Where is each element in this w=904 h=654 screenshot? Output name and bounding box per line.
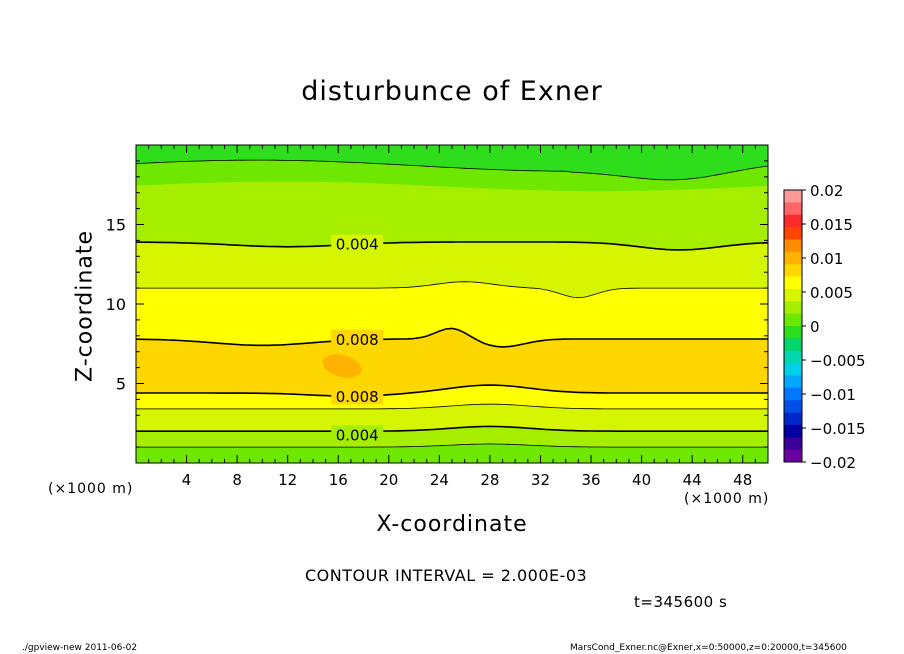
x-tick-label: 40 [632,471,651,489]
colorbar-swatch [784,424,802,438]
contour-label-bg [331,387,384,405]
colorbar-tick-label: −0.01 [810,386,856,404]
colorbar-swatch [784,214,802,228]
contour-line [136,327,768,348]
colorbar-swatch [784,400,802,414]
contour-interval-text: CONTOUR INTERVAL = 2.000E-03 [305,566,588,585]
contour-label: 0.004 [336,426,379,444]
contour-label: 0.008 [336,388,379,406]
colorbar-swatch [784,227,802,240]
x-tick-label: 44 [683,471,702,489]
contour-line [136,403,768,410]
colorbar-swatch [784,449,802,463]
colorbar-tick-label: 0 [810,318,820,336]
colorbar-swatch [784,437,802,451]
colorbar-swatch [784,251,802,265]
colorbar-swatch [784,301,802,315]
contour-label-bg [331,425,384,443]
y-tick-label: 15 [106,216,126,235]
colorbar-swatch [784,350,802,364]
contour-label: 0.008 [336,331,379,349]
x-tick-label: 32 [531,471,550,489]
colorbar-swatch [784,375,802,389]
x-tick-label: 48 [733,471,752,489]
footer-right-text: MarsCond_Exner.nc@Exner,x=0:50000,z=0:20… [570,643,847,653]
colorbar-swatch [784,313,802,327]
chart-title: disturbunce of Exner [301,76,603,107]
contour-label-bg [331,234,384,252]
colorbar-swatch [784,264,802,278]
y-tick-label: 10 [106,295,126,314]
colorbar-tick-label: 0.02 [810,182,843,200]
contour-line [136,425,768,432]
colorbar-swatch [784,239,802,253]
y-tick-label: 5 [116,375,126,394]
time-label: t=345600 s [634,593,728,611]
colorbar-swatch [784,190,802,203]
colorbar-swatch [784,387,802,401]
contour-label: 0.004 [336,236,379,254]
colorbar-tick-label: 0.01 [810,250,843,268]
x-tick-label: 16 [329,471,348,489]
colorbar-tick-label: −0.005 [810,352,866,370]
x-tick-label: 4 [182,471,192,489]
x-tick-label: 8 [232,471,242,489]
x-tick-label: 24 [430,471,449,489]
contour-band-9 [136,443,768,463]
contour-line [136,281,768,299]
colorbar: 0.02 0.015 0.01 0.005 0 −0.005 −0.01 −0.015 −0.0… [783,182,866,472]
colorbar-swatch [784,202,802,216]
contour-line [136,384,768,397]
colorbar-tick-label: −0.015 [810,420,866,438]
colorbar-swatch [784,338,802,352]
contour-maximum-blob [322,354,362,378]
y-axis-label: Z-coordinate [72,230,98,382]
contour-line [136,443,768,448]
contour-line [136,241,768,251]
contour-lines [136,159,768,448]
x-unit-label-left: (×1000 m) [48,481,134,497]
colorbar-swatch [784,288,802,302]
x-tick-label: 20 [379,471,398,489]
footer-left-text: ./gpview-new 2011-06-02 [22,643,138,653]
colorbar-swatch [784,363,802,376]
x-axis-label: X-coordinate [376,512,528,537]
colorbar-swatch [784,412,802,426]
colorbar-tick-label: 0.005 [810,284,853,302]
contour-labels: 0.004 0.008 0.008 0.004 [331,234,384,444]
x-unit-label-right: (×1000 m) [684,491,770,507]
contour-line [136,159,768,181]
x-tick-label: 28 [480,471,499,489]
colorbar-swatch [784,276,802,290]
colorbar-swatch [784,326,802,339]
contour-label-bg [331,329,384,347]
x-tick-label: 12 [278,471,297,489]
x-tick-label: 36 [581,471,600,489]
contour-fill-bands [136,145,768,463]
colorbar-tick-label: −0.02 [810,454,856,472]
colorbar-tick-label: 0.015 [810,216,853,234]
